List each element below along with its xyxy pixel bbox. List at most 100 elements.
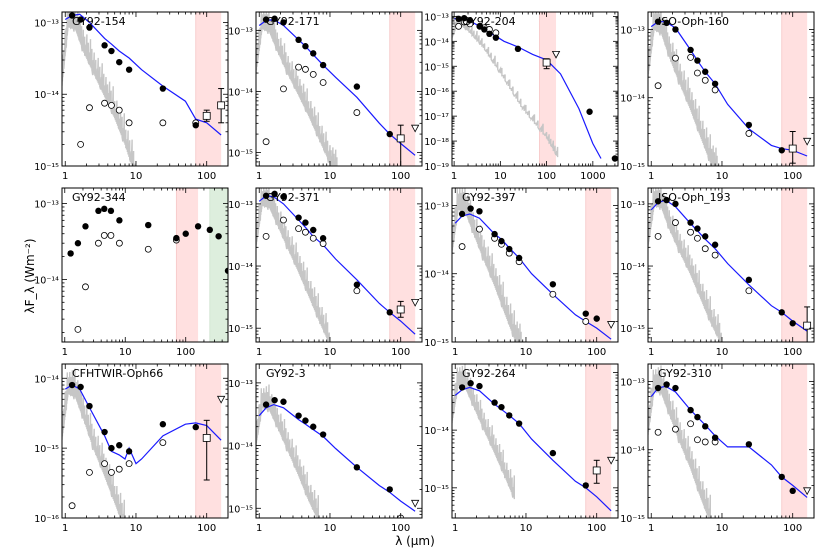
open-point bbox=[309, 234, 317, 242]
y-tick-label: 10⁻¹³ bbox=[228, 26, 253, 37]
filled-point bbox=[654, 18, 662, 25]
y-tick-label: 10⁻¹⁴ bbox=[34, 275, 59, 286]
x-tick-label: 100 bbox=[176, 347, 195, 358]
y-tick-label: 10⁻¹⁵ bbox=[424, 62, 449, 73]
open-point bbox=[115, 106, 123, 114]
filled-point bbox=[295, 412, 302, 419]
x-tick-label: 1 bbox=[452, 347, 458, 358]
filled-point bbox=[77, 16, 84, 23]
filled-point bbox=[192, 423, 199, 431]
open-point bbox=[295, 225, 302, 233]
panel-5: 1 10 100 10⁻¹⁴ 10⁻¹³ GY92-344 bbox=[34, 187, 229, 358]
open-point bbox=[701, 245, 709, 253]
filled-point bbox=[302, 43, 309, 50]
filled-point bbox=[386, 130, 393, 138]
y-tick-label: 10⁻¹⁵ bbox=[34, 444, 59, 455]
filled-point bbox=[95, 207, 102, 215]
filled-point bbox=[663, 381, 670, 388]
open-point bbox=[108, 468, 115, 476]
x-tick-label: 10 bbox=[520, 523, 533, 534]
y-tick-label: 10⁻¹⁴ bbox=[228, 442, 253, 453]
filled-point bbox=[654, 198, 662, 205]
y-tick-label: 10⁻¹⁵ bbox=[620, 324, 645, 335]
filled-point bbox=[498, 237, 505, 245]
panel-8: 1 10 100 10⁻¹⁵ 10⁻¹⁴ 10⁻¹³ ISO-Oph_193 bbox=[620, 187, 815, 358]
photosphere-spectrum bbox=[648, 12, 719, 166]
band-pink bbox=[781, 188, 808, 342]
x-tick-label: 100 bbox=[783, 347, 802, 358]
x-tick-label: 1 bbox=[62, 347, 68, 358]
open-point bbox=[108, 101, 115, 109]
square-point bbox=[803, 321, 812, 330]
filled-point bbox=[491, 230, 498, 238]
open-point bbox=[654, 82, 662, 90]
filled-point bbox=[116, 442, 123, 449]
open-point bbox=[458, 243, 466, 250]
y-tick-label: 10⁻¹⁹ bbox=[424, 162, 449, 173]
panel-plot-area bbox=[256, 384, 420, 518]
open-point bbox=[86, 104, 93, 112]
filled-point bbox=[206, 226, 213, 234]
filled-point bbox=[582, 482, 589, 489]
y-tick-label: 10⁻¹⁶ bbox=[424, 87, 449, 98]
panel-10: 1 10 100 10⁻¹⁵ 10⁻¹⁴ 10⁻¹³ GY92-3 bbox=[228, 363, 423, 534]
open-point bbox=[694, 234, 701, 242]
open-point bbox=[694, 69, 701, 77]
panel-9: 1 10 100 10⁻¹⁶ 10⁻¹⁵ 10⁻¹⁴ CFHTWIR-Oph66 bbox=[34, 363, 229, 534]
filled-point bbox=[302, 417, 309, 424]
filled-point bbox=[353, 281, 361, 288]
filled-point bbox=[481, 26, 488, 33]
square-point bbox=[788, 144, 797, 153]
y-tick-label: 10⁻¹³ bbox=[34, 200, 59, 211]
filled-point bbox=[694, 225, 701, 232]
panel-title: GY92-264 bbox=[462, 367, 516, 380]
panel-title: GY92-154 bbox=[72, 15, 126, 28]
x-axis-label: λ (μm) bbox=[395, 534, 435, 548]
filled-point bbox=[458, 210, 466, 218]
filled-point bbox=[694, 413, 701, 421]
open-point bbox=[125, 460, 133, 468]
panel-title: GY92-397 bbox=[462, 191, 516, 204]
open-point bbox=[74, 325, 82, 333]
filled-point bbox=[68, 12, 76, 19]
filled-point bbox=[82, 223, 89, 230]
filled-point bbox=[687, 46, 694, 54]
y-tick-label: 10⁻¹³ bbox=[228, 379, 253, 390]
x-tick-label: 1 bbox=[256, 347, 262, 358]
filled-point bbox=[789, 487, 796, 495]
filled-point bbox=[68, 381, 76, 389]
filled-point bbox=[663, 196, 670, 204]
panel-plot-area bbox=[648, 188, 812, 342]
y-tick-label: 10⁻¹⁴ bbox=[34, 90, 59, 101]
filled-point bbox=[107, 207, 115, 215]
filled-point bbox=[271, 190, 278, 198]
model-curve bbox=[64, 13, 222, 136]
filled-point bbox=[778, 147, 785, 154]
panel-2: 1 10 100 10⁻¹⁵ 10⁻¹⁴ 10⁻¹³ GY92-171 bbox=[228, 11, 423, 182]
filled-point bbox=[476, 208, 483, 215]
filled-point bbox=[702, 68, 709, 75]
filled-point bbox=[514, 45, 522, 53]
filled-point bbox=[672, 384, 679, 392]
upper-limit-triangle bbox=[606, 321, 616, 329]
filled-point bbox=[159, 421, 167, 428]
panel-frame bbox=[451, 187, 619, 343]
y-tick-label: 10⁻¹⁴ bbox=[228, 262, 253, 273]
y-tick-label: 10⁻¹⁸ bbox=[424, 137, 449, 148]
filled-point bbox=[687, 406, 694, 414]
band-pink bbox=[389, 188, 416, 342]
filled-point bbox=[515, 420, 523, 427]
filled-point bbox=[386, 486, 393, 493]
x-tick-label: 10 bbox=[520, 347, 533, 358]
filled-point bbox=[173, 234, 180, 242]
filled-point bbox=[319, 235, 327, 242]
y-tick-label: 10⁻¹⁴ bbox=[424, 270, 449, 281]
band-green bbox=[209, 188, 228, 342]
y-tick-label: 10⁻¹⁷ bbox=[424, 112, 449, 123]
x-tick-label: 1 bbox=[62, 171, 68, 182]
open-point bbox=[68, 502, 76, 510]
x-tick-label: 100 bbox=[537, 171, 556, 182]
filled-point bbox=[778, 473, 785, 481]
upper-limit-triangle bbox=[802, 137, 812, 146]
filled-point bbox=[310, 423, 317, 430]
